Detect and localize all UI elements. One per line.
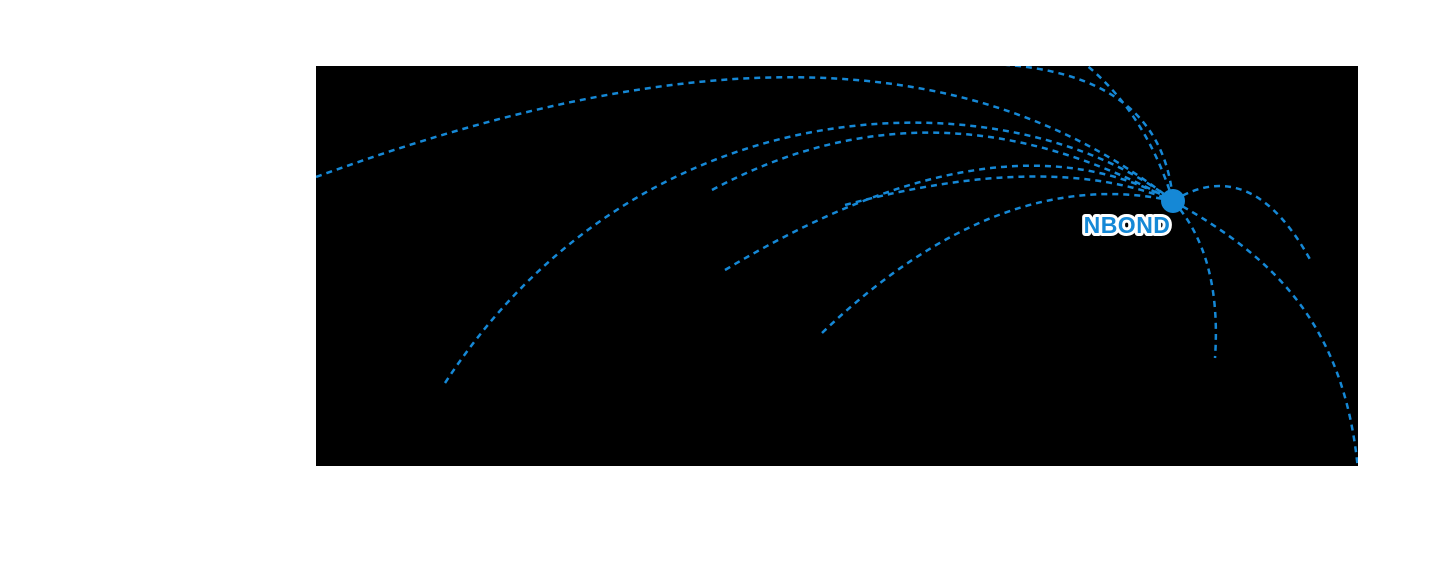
edge-lower-left [443, 121, 1174, 384]
edge-mid-flat [844, 175, 1174, 207]
edges-layer [316, 66, 1358, 466]
edge-mid-center [724, 164, 1174, 272]
edge-mid-lower [821, 192, 1174, 334]
edge-left-long [316, 76, 1174, 202]
edge-down-right-corner [1172, 199, 1358, 466]
edge-down-vertical [1172, 200, 1218, 359]
edge-top-steep [1085, 66, 1175, 202]
graph-canvas[interactable] [316, 66, 1358, 466]
edge-right-hook [1172, 184, 1314, 264]
edge-mid-upper [711, 131, 1174, 203]
node-dot[interactable] [1161, 189, 1185, 213]
node-label[interactable]: NBOND [1081, 209, 1173, 241]
